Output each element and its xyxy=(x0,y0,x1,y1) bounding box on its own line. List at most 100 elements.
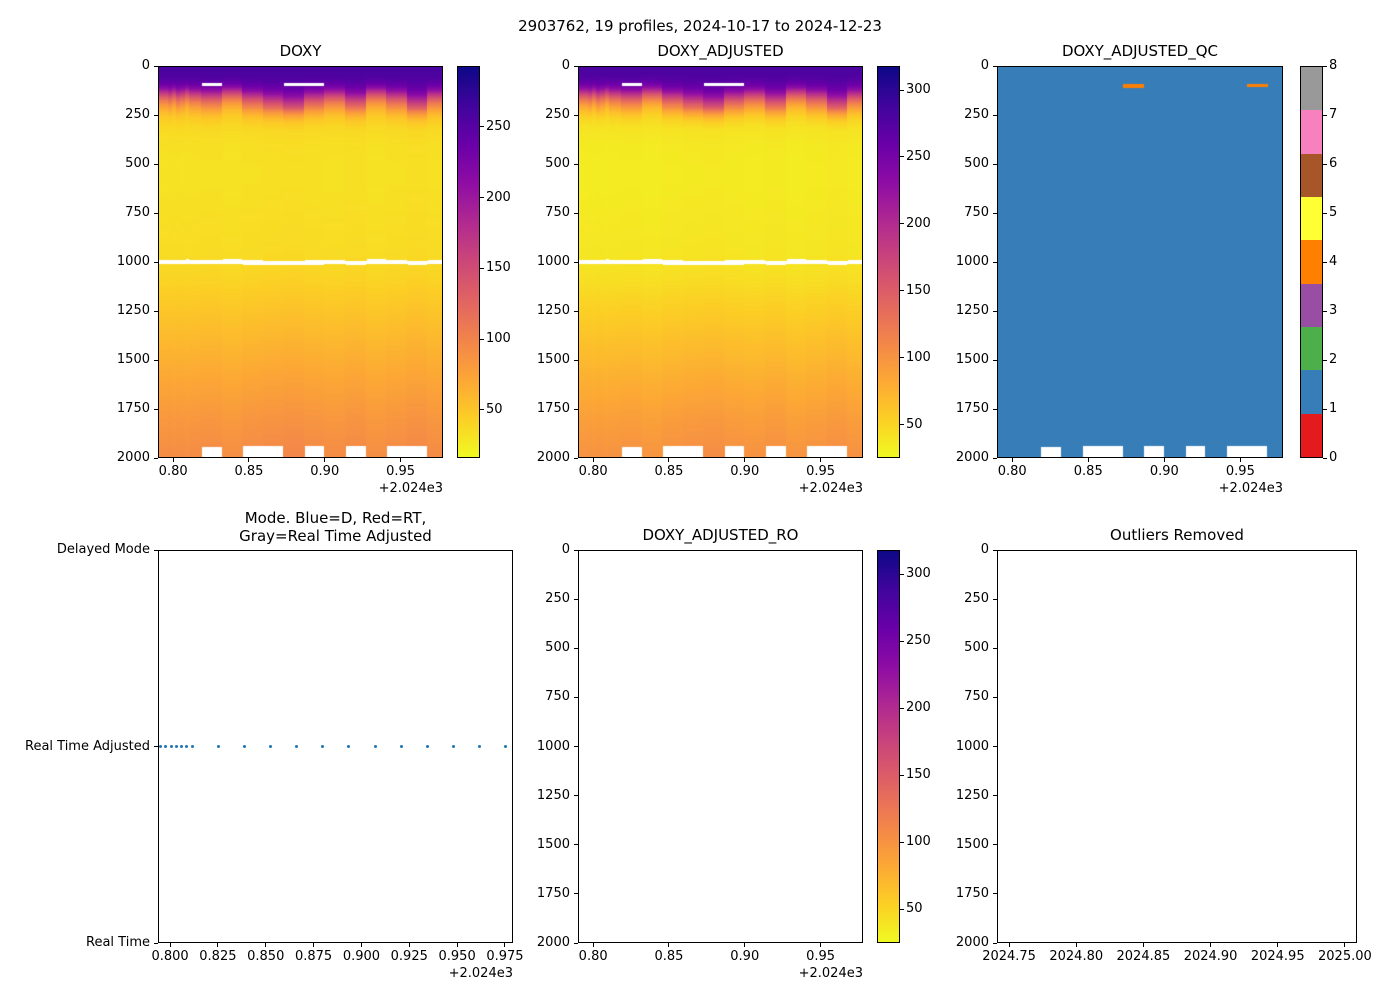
x-tick xyxy=(592,458,594,462)
x-tick xyxy=(360,943,362,947)
colorbar-tick-label: 3 xyxy=(1329,303,1338,318)
x-tick xyxy=(820,458,822,462)
y-tick-label: 750 xyxy=(545,689,570,705)
x-tick-label: 0.85 xyxy=(234,464,264,479)
y-tick-label: 750 xyxy=(125,205,150,220)
y-tick-label: 0 xyxy=(141,58,150,73)
x-axis-offset-label: +2.024e3 xyxy=(798,966,863,981)
x-tick-label: 0.90 xyxy=(730,949,760,964)
y-tick-label: 2000 xyxy=(536,450,570,465)
colorbar-tick xyxy=(900,573,904,575)
mode-point xyxy=(180,745,184,748)
y-tick xyxy=(993,212,997,214)
x-tick xyxy=(400,458,402,462)
y-tick xyxy=(574,359,578,361)
y-tick-label: 2000 xyxy=(955,935,989,950)
y-tick xyxy=(993,746,997,747)
qc-colorbar-segment xyxy=(1301,153,1322,197)
y-tick xyxy=(574,549,578,551)
outliers-removed-plot xyxy=(997,550,1357,943)
mode-point xyxy=(425,745,429,748)
x-tick xyxy=(592,943,594,947)
panel-doxy-adjusted-qc-title: DOXY_ADJUSTED_QC xyxy=(1061,42,1219,60)
colorbar-tick xyxy=(1323,212,1327,214)
x-tick xyxy=(172,458,174,462)
qc-colorbar-segment xyxy=(1301,413,1322,457)
colorbar-tick xyxy=(900,640,904,642)
x-tick xyxy=(169,943,171,947)
x-tick-label: 0.950 xyxy=(438,949,476,964)
x-tick-label: 0.95 xyxy=(1225,464,1255,479)
y-tick-label: 1750 xyxy=(955,885,989,901)
y-tick xyxy=(574,893,578,895)
y-tick-label: 1500 xyxy=(116,352,150,367)
x-tick-label: 2024.85 xyxy=(1116,949,1171,964)
y-tick xyxy=(574,261,578,263)
y-tick xyxy=(154,549,158,551)
x-tick-label: 0.875 xyxy=(294,949,333,964)
y-tick xyxy=(993,893,997,895)
mode-point xyxy=(174,745,178,748)
colorbar-tick xyxy=(900,357,904,359)
mode-point xyxy=(451,745,455,748)
colorbar-tick-label: 5 xyxy=(1329,205,1338,220)
y-tick xyxy=(993,795,997,797)
x-tick-label: 0.80 xyxy=(997,464,1027,479)
colorbar-tick xyxy=(900,774,904,776)
doxy-adjusted-heatmap-canvas xyxy=(579,67,862,457)
mode-point xyxy=(321,745,325,748)
y-tick-label: 250 xyxy=(964,107,989,122)
colorbar-tick-label: 200 xyxy=(906,215,931,231)
colorbar-tick-label: 250 xyxy=(906,148,931,164)
mode-point xyxy=(242,745,246,748)
y-category-label: Real Time Adjusted xyxy=(25,738,150,754)
y-tick xyxy=(993,598,997,600)
y-tick-label: 1000 xyxy=(116,254,150,269)
y-tick xyxy=(154,261,158,263)
y-tick xyxy=(574,844,578,846)
y-tick-label: 500 xyxy=(964,156,989,171)
x-tick xyxy=(456,943,458,947)
mode-point xyxy=(504,745,508,748)
y-tick-label: 1000 xyxy=(955,254,989,269)
mode-point xyxy=(190,745,194,748)
qc-colorbar xyxy=(1300,66,1323,458)
y-tick-label: 750 xyxy=(964,689,989,705)
colorbar-tick-label: 4 xyxy=(1329,254,1338,269)
mode-point xyxy=(158,745,162,748)
colorbar-tick xyxy=(480,126,484,128)
colorbar-tick-label: 150 xyxy=(906,282,931,298)
x-tick-label: 0.85 xyxy=(654,464,684,479)
y-tick xyxy=(574,647,578,649)
y-tick xyxy=(993,359,997,361)
colorbar-tick-label: 200 xyxy=(486,189,511,205)
x-tick xyxy=(408,943,410,947)
mode-point xyxy=(347,745,351,748)
colorbar-tick xyxy=(1323,114,1327,116)
x-tick-label: 2024.80 xyxy=(1049,949,1104,964)
qc-colorbar-segment xyxy=(1301,370,1322,414)
figure-title: 2903762, 19 profiles, 2024-10-17 to 2024… xyxy=(518,17,882,35)
y-tick-label: 1500 xyxy=(955,352,989,367)
y-tick-label: 1750 xyxy=(116,401,150,416)
mode-point xyxy=(169,745,173,748)
y-tick xyxy=(154,457,158,459)
y-tick-label: 1500 xyxy=(955,836,989,852)
x-tick-label: 0.80 xyxy=(158,464,188,479)
x-tick-label: 0.95 xyxy=(806,464,836,479)
colorbar-tick-label: 250 xyxy=(486,118,511,134)
mode-point xyxy=(185,745,189,748)
x-tick xyxy=(324,458,326,462)
y-tick-label: 250 xyxy=(545,107,570,122)
y-tick-label: 250 xyxy=(545,591,570,607)
y-tick-label: 250 xyxy=(964,591,989,607)
y-tick xyxy=(993,549,997,551)
panel-mode-title-line2: Gray=Real Time Adjusted xyxy=(239,527,432,545)
colorbar-tick-label: 100 xyxy=(486,331,511,347)
mode-point xyxy=(373,745,377,748)
x-tick xyxy=(1239,458,1241,462)
y-tick-label: 500 xyxy=(964,640,989,656)
mode-point xyxy=(269,745,273,748)
y-tick xyxy=(993,408,997,410)
colorbar-tick-label: 0 xyxy=(1329,450,1338,465)
